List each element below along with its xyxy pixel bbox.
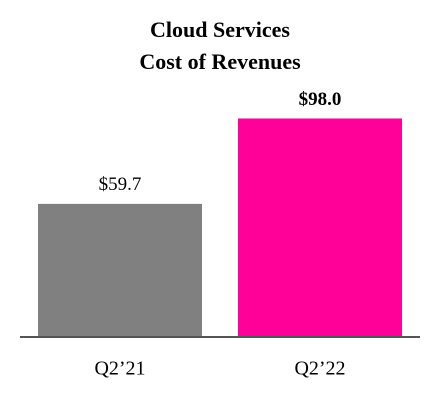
- x-tick-label: Q2’21: [94, 358, 145, 380]
- bar: [38, 203, 202, 337]
- value-label: $98.0: [299, 89, 342, 110]
- chart-title: Cloud Services: [150, 17, 290, 42]
- chart-title: Cost of Revenues: [139, 49, 301, 74]
- bar: [238, 118, 402, 338]
- x-tick-label: Q2’22: [294, 358, 345, 380]
- value-label: $59.7: [99, 174, 142, 195]
